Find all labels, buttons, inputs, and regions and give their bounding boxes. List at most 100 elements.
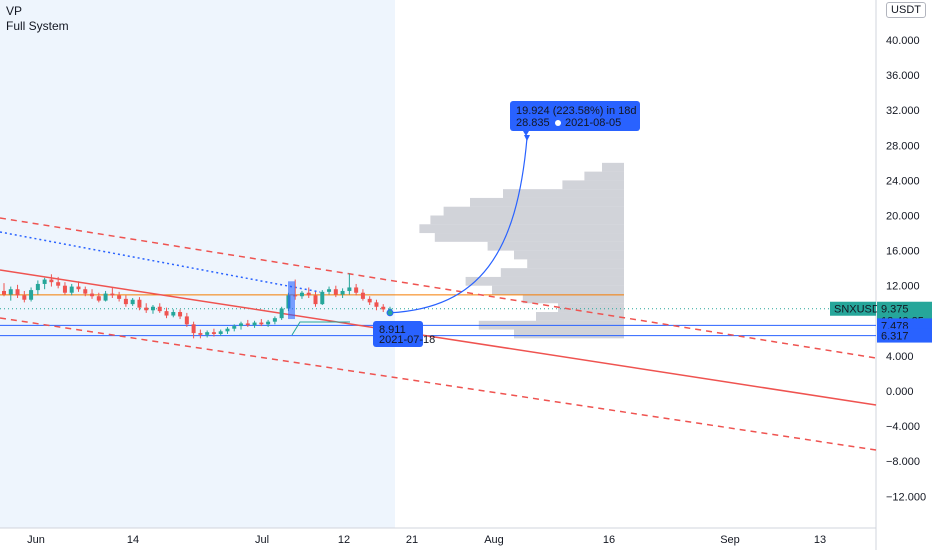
y-tick-label: 16.000 [886,246,920,258]
volume-profile-bar [503,189,624,198]
candle-body [29,290,34,300]
projection-label-pointer [523,131,529,136]
y-tick-label: 0.000 [886,386,914,398]
candle-body [49,279,54,283]
volume-profile-bar [522,294,624,304]
last-price-value: 9.375 [881,304,909,316]
volume-profile-bar [527,259,624,269]
candle-body [62,285,67,293]
x-tick-label: 13 [814,534,826,546]
y-tick-label: 4.000 [886,351,914,363]
candle-body [2,290,6,295]
candle-body [374,302,379,307]
y-tick-label: −8.000 [886,456,920,468]
candle-body [110,293,115,296]
candle-body [239,323,244,327]
regression-lower-line [0,317,877,451]
y-tick-label: 32.000 [886,105,920,117]
indicator-legend[interactable]: VP Full System [6,4,69,34]
candle-body [205,332,210,335]
symbol-badge [830,301,876,316]
candle-body [117,295,122,299]
volume-profile-bar [514,329,624,339]
candle-body [178,312,183,317]
y-tick-label: 40.000 [886,35,920,47]
volume-profile-bar [514,250,624,260]
trend-line-dotted [0,231,321,293]
candle-body [35,283,40,291]
volume-profile-bar [434,233,624,242]
candle-body [381,306,386,310]
candle-body [164,311,169,316]
candle-body [171,312,176,316]
candle-body [245,323,250,326]
candle-body [388,308,392,310]
candle-body [130,299,135,305]
candle-body [327,289,332,292]
y-tick-label: 24.000 [886,175,920,187]
candle-body [22,295,27,300]
candle-body [232,326,237,329]
candle-body [218,331,223,334]
candle-body [69,286,74,293]
candle-body [306,292,311,296]
volume-profile-bar [536,312,624,321]
y-tick-label: 20.000 [886,211,920,223]
x-tick-label: Sep [720,534,740,546]
x-tick-label: 12 [338,534,350,546]
y-tick-label: 12.000 [886,281,920,293]
regression-upper-line [0,217,877,359]
x-tick-label: Jul [255,534,269,546]
volume-profile-bar [430,215,624,225]
candle-body [157,306,162,312]
currency-unit-badge[interactable]: USDT [886,2,926,18]
projection-target-date: 2021-08-05 [565,117,621,129]
candle-body [56,282,61,286]
candle-body [354,287,359,293]
projection-label-box [510,101,640,131]
level-price-badge [877,328,932,343]
indicator-name: VP [6,4,23,18]
session-highlight-background [0,0,395,528]
volume-profile-bar [562,180,624,190]
level-price-value: 6.317 [881,331,909,343]
candle-body [340,290,345,295]
clock-icon [555,120,561,126]
candle-body [191,324,196,334]
volume-profile-bar [470,197,624,207]
candle-body [96,296,101,301]
symbol-badge-label: SNXUSDT [834,304,887,316]
candle-body [90,293,95,297]
x-tick-label: 16 [603,534,615,546]
candle-body [8,289,13,295]
candle-body [123,298,128,305]
candle-body [225,328,230,332]
candle-body [83,289,88,294]
target-point-marker [524,134,530,141]
projection-curve [389,137,528,314]
candle-body [360,292,365,299]
candle-body [15,289,20,296]
volume-profile-bar [419,224,624,234]
candle-body [333,289,338,295]
candle-body [279,308,284,319]
low-point-marker [386,309,394,317]
y-tick-label: −12.000 [886,491,926,503]
candle-body [184,316,189,325]
candle-body [266,321,271,325]
candle-body [42,279,47,284]
x-tick-label: 14 [127,534,139,546]
swing-line [291,321,350,336]
volume-profile-bar [443,206,624,216]
candle-body [313,295,318,305]
candle-body [150,306,155,311]
volume-profile-bar [465,276,624,286]
volume-profile-bar [500,268,624,277]
y-tick-label: 36.000 [886,70,920,82]
candle-body [299,292,304,297]
volume-profile-bar [558,303,624,313]
candle-body [320,291,325,305]
regression-center-line [0,269,877,406]
